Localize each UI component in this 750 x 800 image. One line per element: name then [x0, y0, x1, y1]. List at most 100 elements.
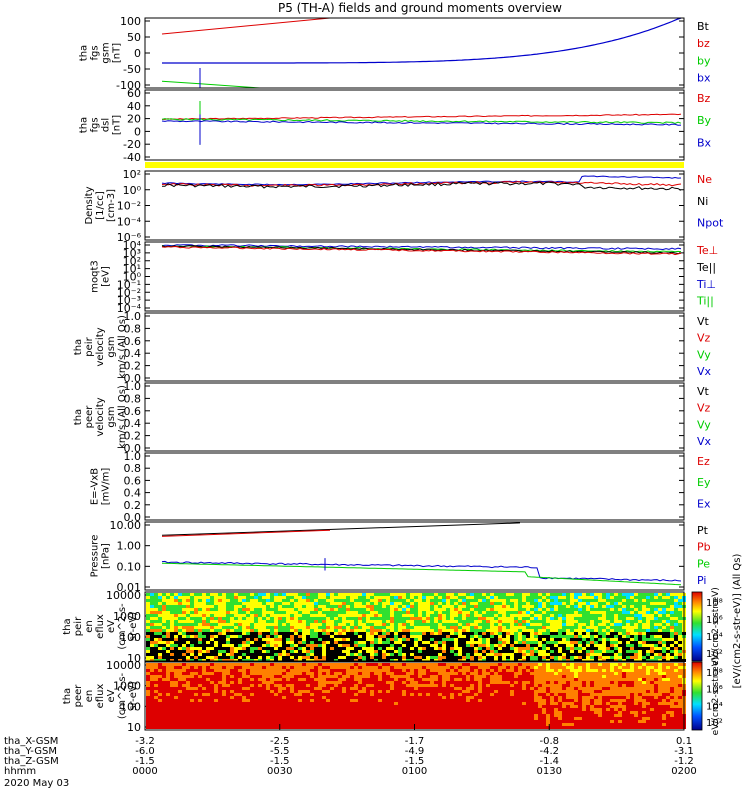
footer-value: -2.5: [270, 736, 290, 747]
colorbar-tick: 10²: [706, 718, 723, 729]
legend-entry: Pi: [697, 574, 706, 587]
footer-value: -1.2: [674, 756, 694, 767]
ytick-label: 0.0: [124, 511, 142, 524]
colorbar: [691, 661, 703, 731]
ytick-label: 0.01: [117, 581, 142, 594]
legend-entry: Ti||: [696, 295, 714, 308]
ylabel-line: km/s (All Qs): [117, 385, 128, 449]
panel-pressure: 10.00 1.00 0.10 0.01 Pressure [nPa] Pt Pb Pe Pi: [90, 519, 711, 594]
panel-fgs_gsm: 100 50 0 -50 -100 tha fgs gsm [nT] Bt bz by bx: [79, 15, 711, 92]
footer-value: 0100: [402, 766, 427, 777]
ytick-label: 10000: [106, 589, 141, 602]
footer-row-label: tha_Z-GSM: [4, 756, 59, 767]
series-Te-par: [161, 245, 682, 255]
footer-value: -3.2: [135, 736, 155, 747]
footer-axis: [eV/(cm2-s-str-eV)] (All Qs) tha_X-GSM -3.…: [4, 553, 743, 789]
ytick-label: 0.8: [124, 322, 142, 335]
footer-value: -4.2: [539, 746, 559, 757]
series-by: [161, 80, 261, 89]
series-Bx: [161, 120, 682, 126]
ytick-label: 50: [127, 31, 141, 44]
ytick-label: 60: [127, 87, 141, 100]
ylabel-line: eflux: [95, 614, 106, 639]
colorbar: [691, 591, 703, 662]
footer-row-label: tha_Y-GSM: [4, 746, 57, 757]
legend-entry: Ez: [697, 455, 710, 468]
ylabel-line: tha: [79, 117, 90, 133]
ylabel-line: gsm: [106, 406, 117, 427]
ytick-label: 10: [127, 721, 141, 734]
ylabel-line: tha: [62, 688, 73, 704]
footer-value: -0.8: [539, 736, 559, 747]
legend-entry: Vy: [697, 348, 711, 361]
ytick-label: 0.4: [124, 347, 142, 360]
footer-value: -1.4: [539, 756, 559, 767]
legend-entry: Vt: [697, 385, 710, 398]
legend-entry: Pt: [697, 524, 709, 537]
ytick-label: 0.2: [124, 360, 142, 373]
legend-entry: Ni: [697, 195, 708, 208]
legend-entry: by: [697, 54, 711, 67]
legend-entry: Ne: [697, 173, 712, 186]
ylabel-line: fgs: [90, 117, 101, 132]
footer-value: 0.1: [676, 736, 692, 747]
legend-entry: Vz: [697, 332, 711, 345]
panel-peir_eflux: 10000 1000 100 10 tha peir en eflux eV (cm^2-s-sr…: [62, 587, 723, 666]
footer-value: 0130: [537, 766, 562, 777]
series-Pt: [161, 522, 521, 536]
ytick-label: 10²: [123, 255, 141, 268]
footer-row-label: tha_X-GSM: [4, 736, 58, 747]
ylabel-line: (cm^2-s-: [117, 672, 128, 719]
series-By: [161, 118, 682, 125]
ylabel-line: [nT]: [112, 115, 123, 135]
ytick-label: 10⁻⁶: [117, 231, 142, 244]
ytick-label: 10000: [106, 659, 141, 672]
colorbar-label: [eV/(cm2-s-str-eV)] (All Qs): [732, 553, 743, 688]
ytick-label: 1.0: [124, 310, 142, 323]
series-Ne: [161, 181, 682, 187]
legend-entry: Bz: [697, 92, 711, 105]
ytick-label: 1000: [113, 610, 141, 623]
ytick-label: 0: [134, 125, 141, 138]
footer-value: -1.7: [405, 736, 425, 747]
ytick-label: 100: [120, 700, 141, 713]
ylabel-line: velocity: [95, 327, 106, 366]
ylabel-line: dsl: [101, 118, 112, 132]
ytick-label: 10⁻⁴: [117, 215, 142, 228]
legend-entry: Vt: [697, 315, 710, 328]
ylabel-line: tha: [73, 409, 84, 425]
ylabel-line: E=-VxB: [90, 468, 101, 505]
legend-entry: Vx: [697, 435, 712, 448]
ylabel-line: peir: [84, 336, 95, 356]
ytick-label: 10¹: [123, 263, 141, 276]
ytick-label: -20: [123, 138, 141, 151]
footer-value: 0200: [671, 766, 696, 777]
ytick-label: 40: [127, 100, 141, 113]
ytick-label: 1000: [113, 680, 141, 693]
panel-frame: [144, 241, 685, 312]
ytick-label: 10²: [123, 168, 141, 181]
plot-title: P5 (TH-A) fields and ground moments over…: [278, 1, 562, 15]
series-Te-perp: [161, 245, 682, 256]
panel-frame: [144, 17, 685, 89]
colorbar-inner-label: eV/(cm2-s-str-eV): [711, 657, 721, 736]
footer-value: 0030: [267, 766, 292, 777]
ylabel-line: gsm: [106, 336, 117, 357]
ytick-label: 0.6: [124, 474, 142, 487]
ylabel-line: tha: [73, 339, 84, 355]
ytick-label: 10⁰: [123, 271, 142, 284]
footer-date: 2020 May 03: [4, 778, 69, 789]
ytick-label: 10⁻⁴: [117, 302, 142, 315]
ytick-label: 0.6: [124, 335, 142, 348]
panel-frame: [144, 521, 685, 591]
footer-value: -1.5: [270, 756, 290, 767]
legend-entry: Vz: [697, 402, 711, 415]
series-Ti-perp: [161, 244, 682, 251]
ytick-label: 0.8: [124, 462, 142, 475]
ylabel-line: Density: [84, 186, 95, 224]
ytick-label: 10³: [123, 247, 141, 260]
ylabel-line: [eV]: [101, 266, 112, 287]
panel-frame: [144, 170, 685, 241]
ytick-label: 100: [120, 15, 141, 28]
